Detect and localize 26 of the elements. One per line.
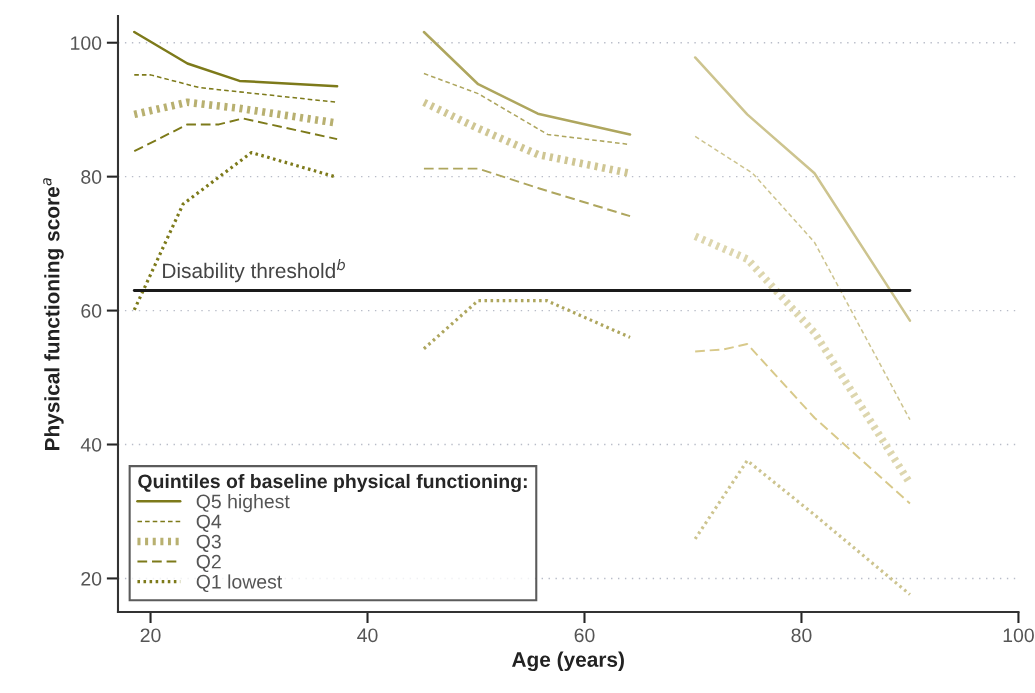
- line-series: [422, 30, 632, 136]
- legend-label: Q3: [196, 534, 221, 552]
- legend-label: Q2: [196, 554, 221, 573]
- legend-title: Quintiles of baseline physical functioning:: [138, 473, 527, 493]
- x-tick-label: 80: [791, 628, 812, 643]
- line-series: [693, 56, 912, 322]
- y-tick-label: 100: [71, 36, 102, 50]
- line-series: [694, 135, 911, 421]
- y-tick-label: 40: [80, 437, 102, 452]
- x-tick-label: 100: [1003, 628, 1034, 643]
- x-tick-label: 40: [357, 628, 378, 643]
- y-axis-title: Physical functioning score$^{a}$: [43, 178, 64, 451]
- ref-line-label: Disability threshold$^{b}$: [163, 258, 345, 283]
- line-series: [133, 30, 339, 88]
- line-series: [693, 458, 912, 597]
- y-tick-label: 20: [81, 571, 102, 586]
- legend-label: Q1 lowest: [196, 574, 283, 593]
- legend-label: Q5 highest: [196, 494, 290, 513]
- line-series: [694, 343, 911, 505]
- y-tick-label: 60: [81, 304, 102, 318]
- x-tick-label: 20: [140, 628, 161, 643]
- x-axis-title: Age (years): [512, 651, 624, 672]
- legend-label: Q4: [196, 514, 222, 532]
- x-tick-label: 60: [574, 628, 595, 643]
- y-tick-label: 80: [81, 170, 102, 184]
- line-series: [133, 117, 339, 153]
